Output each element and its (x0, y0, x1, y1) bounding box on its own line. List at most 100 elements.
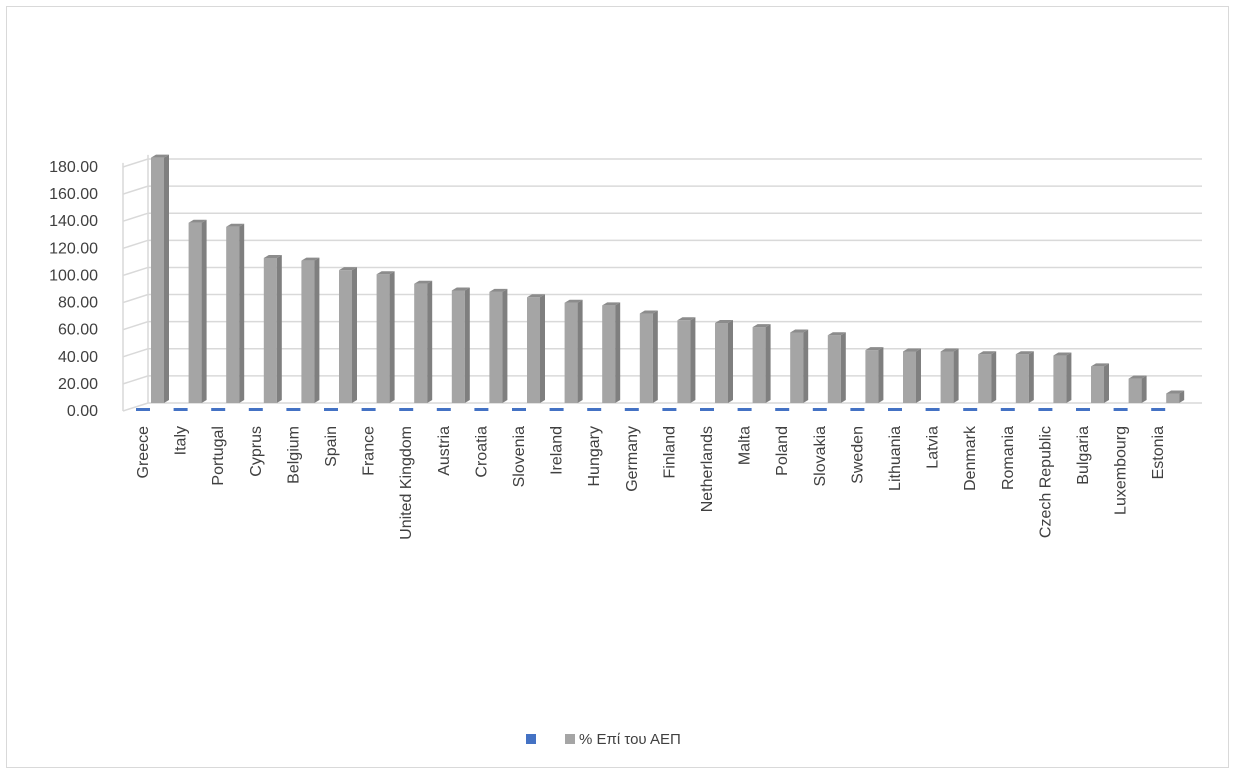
bar-series-2 (414, 280, 433, 403)
bar-series-1 (324, 408, 338, 411)
bar-series-1 (737, 408, 752, 411)
x-tick-label: Finland (661, 426, 678, 478)
y-tick-label: 120.00 (49, 240, 98, 257)
bar-series-2 (827, 332, 846, 403)
bar-series-1 (286, 408, 301, 411)
bar-series-2 (1053, 352, 1072, 403)
bar-series-2 (226, 223, 245, 403)
bar-series-2 (564, 299, 583, 403)
bar-series-2 (301, 257, 320, 403)
bar-series-2 (752, 324, 771, 403)
x-tick-label: Belgium (285, 426, 302, 484)
x-tick-label: Estonia (1150, 426, 1167, 479)
bar-series-1 (173, 408, 188, 411)
bar-series-2 (1091, 363, 1109, 403)
x-tick-label: Hungary (586, 426, 603, 486)
bar-series-1 (587, 408, 602, 411)
bar-series-2 (790, 329, 809, 403)
x-tick-label: Greece (135, 426, 152, 479)
y-axis: 0.00 20.00 40.00 60.00 80.00 100.00 120.00 140.… (49, 159, 98, 420)
y-tick-label: 20.00 (58, 376, 98, 393)
x-tick-label: Netherlands (699, 426, 716, 512)
bar-series-2 (489, 288, 508, 403)
bar-series-1 (1000, 408, 1015, 411)
x-tick-label: Sweden (849, 426, 866, 484)
bar-series-1 (136, 408, 150, 411)
bar-series-1 (549, 408, 564, 411)
bar-series-2 (151, 154, 169, 403)
gridlines (122, 154, 1202, 412)
bar-series-1 (248, 408, 263, 411)
bar-series-2 (940, 348, 959, 403)
x-tick-label: United Kingdom (398, 426, 415, 540)
bar-series-2 (339, 267, 357, 403)
bar-series-2 (978, 351, 997, 403)
bar-series-2 (602, 302, 621, 403)
bar-series-1 (474, 408, 489, 411)
bar-series-1 (700, 408, 714, 411)
x-tick-label: Romania (1000, 426, 1017, 490)
x-tick-label: Poland (774, 426, 791, 476)
x-tick-label: Ireland (549, 426, 566, 475)
y-tick-label: 140.00 (49, 213, 98, 230)
bar-series-1 (812, 408, 827, 411)
bar-series-2 (188, 219, 207, 403)
bar-series-2 (1166, 390, 1185, 403)
bar-series-1 (361, 408, 376, 411)
x-tick-label: Croatia (473, 426, 490, 478)
gridline (122, 158, 1202, 168)
x-tick-label: Slovenia (511, 426, 528, 487)
bar-series-2 (527, 294, 545, 403)
bar-series-1 (888, 408, 902, 411)
y-tick-label: 160.00 (49, 186, 98, 203)
x-tick-label: Denmark (962, 425, 979, 491)
bar-series-1 (436, 408, 451, 411)
gridline (122, 266, 1202, 277)
x-tick-label: Lithuania (887, 426, 904, 491)
x-tick-label: Italy (173, 426, 190, 455)
x-tick-label: France (361, 426, 378, 476)
x-tick-label: Czech Republic (1037, 426, 1054, 538)
y-tick-label: 80.00 (58, 295, 98, 312)
x-tick-label: Germany (624, 426, 641, 492)
bar-series-2 (376, 271, 395, 403)
bar-series-1 (1113, 408, 1128, 411)
bar-series-2 (677, 317, 696, 403)
y-tick-label: 60.00 (58, 322, 98, 339)
x-tick-label: Spain (323, 426, 340, 467)
x-tick-label: Malta (737, 426, 754, 465)
legend: % Επί του ΑΕΠ (526, 731, 681, 748)
gridline (122, 239, 1202, 250)
bar-series-2 (903, 348, 921, 403)
bar-series-1 (624, 408, 639, 411)
legend-label-series-2: % Επί του ΑΕΠ (579, 731, 681, 748)
bar-series-2 (1128, 375, 1147, 403)
bar-series-1 (512, 408, 526, 411)
legend-swatch-series-1 (526, 734, 536, 744)
gridline (122, 375, 1202, 385)
bar-series-2 (263, 254, 282, 403)
x-tick-label: Luxembourg (1113, 426, 1130, 515)
bar-series-2 (865, 347, 884, 403)
x-tick-label: Austria (436, 426, 453, 476)
bar-series-1 (775, 408, 790, 411)
x-tick-label: Cyprus (248, 426, 265, 477)
bar-series-1 (1038, 408, 1053, 411)
bar-series-2 (639, 310, 658, 403)
bar-series-1 (211, 408, 226, 411)
x-tick-label: Slovakia (812, 426, 829, 487)
bar-series-1 (1076, 408, 1090, 411)
y-tick-label: 100.00 (49, 267, 98, 284)
x-tick-label: Portugal (210, 426, 227, 486)
gridline (122, 320, 1202, 331)
gridline (122, 212, 1202, 222)
bar-series-2 (1015, 351, 1034, 403)
legend-swatch-series-2 (565, 734, 575, 744)
y-tick-label: 180.00 (49, 159, 98, 176)
gridline (122, 293, 1202, 304)
bar-series-2 (715, 320, 733, 403)
bar-series-1 (963, 408, 978, 411)
bar-series-1 (1151, 408, 1166, 411)
y-tick-label: 40.00 (58, 349, 98, 366)
